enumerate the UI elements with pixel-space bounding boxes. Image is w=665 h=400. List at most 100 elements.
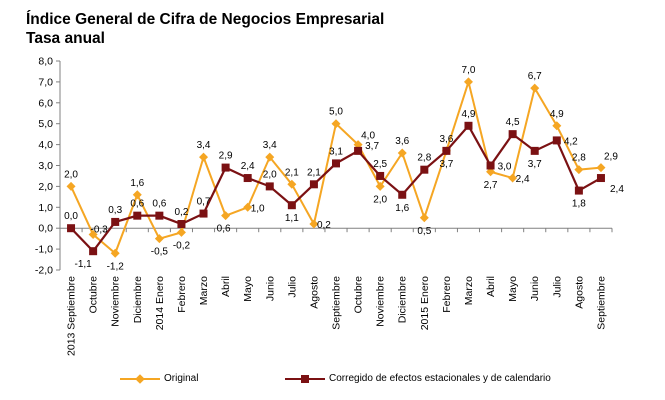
data-point-original bbox=[110, 248, 120, 258]
data-point-original bbox=[574, 165, 584, 175]
data-label-corregido: 3,7 bbox=[439, 159, 453, 170]
data-point-original bbox=[154, 234, 164, 244]
y-tick-label: 5,0 bbox=[38, 118, 53, 130]
x-tick-label: Mayo bbox=[242, 276, 254, 302]
data-label-corregido: 3,7 bbox=[365, 141, 379, 152]
data-label-corregido: 0,6 bbox=[152, 199, 166, 210]
y-tick-label: 1,0 bbox=[38, 202, 53, 214]
y-tick-label: 0,0 bbox=[38, 223, 53, 235]
data-point-original bbox=[375, 181, 385, 191]
x-tick-label: 2014 Enero bbox=[154, 276, 166, 330]
data-label-original: 0,6 bbox=[217, 224, 231, 235]
x-tick-label: Septiembre bbox=[331, 276, 343, 330]
x-tick-label: Febrero bbox=[441, 276, 453, 313]
data-point-original bbox=[221, 211, 231, 221]
data-point-corregido bbox=[398, 190, 407, 199]
data-label-original: 2,1 bbox=[285, 167, 299, 178]
data-point-original bbox=[88, 229, 98, 239]
legend-swatch-original bbox=[120, 373, 160, 384]
data-point-corregido bbox=[199, 209, 208, 218]
data-point-original bbox=[66, 181, 76, 191]
data-label-corregido: 2,8 bbox=[417, 153, 431, 164]
y-tick-label: -1,0 bbox=[35, 244, 53, 256]
data-point-original bbox=[530, 83, 540, 93]
legend-swatch-corregido bbox=[285, 374, 325, 384]
data-point-corregido bbox=[243, 174, 252, 183]
data-label-original: 4,9 bbox=[550, 109, 564, 120]
data-label-corregido: 0,0 bbox=[64, 211, 78, 222]
x-tick-label: Marzo bbox=[198, 276, 210, 305]
data-label-original: -0,5 bbox=[151, 247, 169, 258]
data-point-corregido bbox=[287, 201, 296, 210]
data-point-corregido bbox=[133, 211, 142, 220]
data-label-original: 5,0 bbox=[329, 107, 343, 118]
data-point-corregido bbox=[596, 174, 605, 183]
y-tick-label: 8,0 bbox=[38, 56, 53, 68]
chart-titles: Índice General de Cifra de Negocios Empr… bbox=[26, 10, 384, 48]
x-tick-label: Junio bbox=[264, 276, 276, 301]
data-label-original: 2,0 bbox=[373, 194, 387, 205]
x-tick-label: 2015 Enero bbox=[419, 276, 431, 330]
data-label-corregido: 1,1 bbox=[285, 213, 299, 224]
data-point-corregido bbox=[376, 171, 385, 180]
data-label-original: 3,6 bbox=[395, 136, 409, 147]
data-label-original: 2,7 bbox=[484, 180, 498, 191]
data-point-original bbox=[243, 202, 253, 212]
data-point-corregido bbox=[508, 130, 517, 139]
data-point-original bbox=[132, 190, 142, 200]
chart-subtitle: Tasa anual bbox=[26, 30, 105, 47]
data-point-original bbox=[176, 227, 186, 237]
x-tick-label: 2013 Septiembre bbox=[66, 276, 78, 356]
data-label-corregido: -1,1 bbox=[75, 259, 93, 270]
data-label-corregido: 2,1 bbox=[307, 167, 321, 178]
data-label-corregido: 2,5 bbox=[373, 159, 387, 170]
diamond-icon bbox=[135, 373, 145, 384]
data-point-original bbox=[331, 119, 341, 129]
data-point-corregido bbox=[221, 163, 230, 172]
data-label-corregido: 0,3 bbox=[108, 205, 122, 216]
data-point-original bbox=[287, 179, 297, 189]
data-label-original: 0,2 bbox=[317, 220, 331, 231]
x-tick-label: Junio bbox=[529, 276, 541, 301]
legend-item-corregido: Corregido de efectos estacionales y de c… bbox=[285, 373, 551, 384]
data-point-corregido bbox=[67, 224, 76, 233]
data-point-original bbox=[309, 219, 319, 229]
x-tick-label: Septiembre bbox=[595, 276, 607, 330]
data-point-original bbox=[463, 77, 473, 87]
data-label-corregido: 0,7 bbox=[197, 197, 211, 208]
data-label-original: 4,0 bbox=[361, 131, 375, 142]
data-label-original: 2,4 bbox=[516, 174, 530, 185]
x-tick-label: Marzo bbox=[463, 276, 475, 305]
data-label-original: 6,7 bbox=[528, 71, 542, 82]
data-point-original bbox=[552, 121, 562, 131]
data-point-corregido bbox=[486, 161, 495, 170]
data-label-original: 1,6 bbox=[130, 178, 144, 189]
y-tick-label: 2,0 bbox=[38, 181, 53, 193]
data-point-original bbox=[419, 213, 429, 223]
y-tick-label: 4,0 bbox=[38, 139, 53, 151]
data-point-corregido bbox=[309, 180, 318, 189]
data-point-original bbox=[199, 152, 209, 162]
x-tick-label: Noviembre bbox=[375, 276, 387, 327]
data-label-original: 0,5 bbox=[417, 226, 431, 237]
data-point-original bbox=[353, 140, 363, 150]
chart-title: Índice General de Cifra de Negocios Empr… bbox=[26, 11, 385, 28]
square-icon bbox=[301, 374, 309, 383]
data-label-corregido: 4,9 bbox=[462, 109, 476, 120]
x-tick-label: Octubre bbox=[353, 276, 365, 314]
y-tick-label: 7,0 bbox=[38, 76, 53, 88]
data-point-original bbox=[397, 148, 407, 158]
data-label-original: 2,8 bbox=[572, 153, 586, 164]
data-point-corregido bbox=[111, 217, 120, 226]
data-point-corregido bbox=[332, 159, 340, 168]
data-label-original: -0,2 bbox=[173, 240, 191, 251]
data-point-original bbox=[508, 173, 518, 183]
data-point-original bbox=[265, 152, 275, 162]
data-point-corregido bbox=[442, 146, 451, 155]
data-label-corregido: 3,7 bbox=[528, 159, 542, 170]
data-point-corregido bbox=[155, 211, 164, 220]
data-label-original: -1,2 bbox=[107, 261, 125, 272]
data-label-corregido: 2,4 bbox=[241, 161, 255, 172]
data-label-original: 3,4 bbox=[197, 140, 211, 151]
